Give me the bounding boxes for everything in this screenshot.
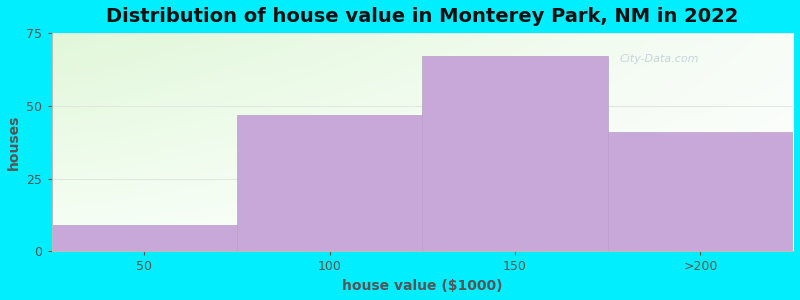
- Bar: [608, 132, 793, 251]
- Bar: [237, 115, 422, 251]
- Text: City-Data.com: City-Data.com: [620, 54, 699, 64]
- Y-axis label: houses: houses: [7, 115, 21, 170]
- Bar: [422, 56, 608, 251]
- X-axis label: house value ($1000): house value ($1000): [342, 279, 502, 293]
- Bar: [51, 225, 237, 251]
- Title: Distribution of house value in Monterey Park, NM in 2022: Distribution of house value in Monterey …: [106, 7, 738, 26]
